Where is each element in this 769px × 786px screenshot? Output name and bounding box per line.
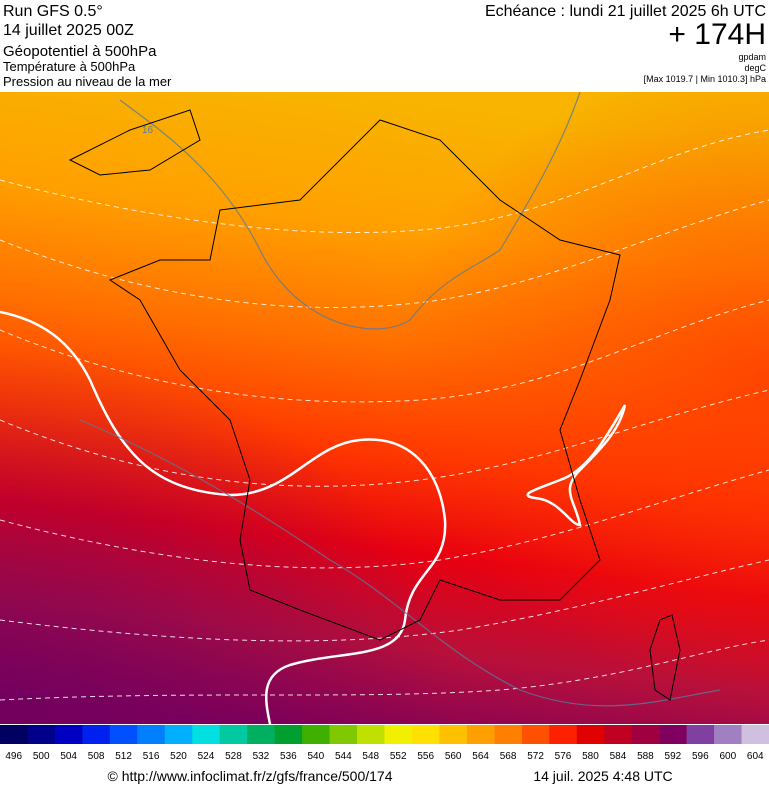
colorbar-swatch: [494, 725, 523, 744]
geopotential-contours: [0, 129, 769, 701]
pressure-isobars: [0, 310, 627, 725]
colorbar-swatch: [384, 725, 413, 744]
colorbar-swatch: [329, 725, 358, 744]
field: Géopotentiel à 500hPa: [3, 43, 157, 60]
header: Run GFS 0.5° 14 juillet 2025 00Z Géopote…: [3, 3, 767, 89]
colorbar-swatch: [411, 725, 440, 744]
colorbar-swatch: [549, 725, 578, 744]
colorbar-tick-label: 560: [445, 751, 462, 762]
colorbar-swatch: [466, 725, 495, 744]
colorbar-swatch: [631, 725, 660, 744]
source-url: © http://www.infoclimat.fr/z/gfs/france/…: [108, 768, 393, 784]
colorbar-swatch: [82, 725, 111, 744]
colorbar-tick-label: 552: [390, 751, 407, 762]
colorbar-swatch: [521, 725, 550, 744]
unit: gpdam: [738, 52, 766, 62]
colorbar-tick-label: 588: [637, 751, 654, 762]
colorbar-tick-label: 516: [143, 751, 160, 762]
colorbar-swatch: [0, 725, 28, 744]
colorbar-tick-label: 508: [88, 751, 105, 762]
pressure-range: [Max 1019.7 | Min 1010.3] hPa: [644, 74, 766, 84]
colorbar-swatch: [604, 725, 633, 744]
run: Run GFS 0.5°: [3, 3, 103, 20]
isotherms: [79, 91, 721, 707]
colorbar-tick-label: 556: [417, 751, 434, 762]
colorbar-tick-label: 580: [582, 751, 599, 762]
colorbar-swatch: [27, 725, 56, 744]
colorbar-swatch: [741, 725, 769, 744]
colorbar-tick-label: 564: [472, 751, 489, 762]
colorbar-tick-label: 540: [307, 751, 324, 762]
colorbar-swatch: [219, 725, 248, 744]
colorbar-swatch: [54, 725, 83, 744]
contour-label: 16: [142, 125, 154, 136]
lead-time: + 174H: [668, 18, 766, 51]
colorbar-swatch: [192, 725, 221, 744]
colorbar-swatch: [714, 725, 743, 744]
temperature-field-southwest: [0, 92, 769, 724]
valid-time: Echéance : lundi 21 juillet 2025 6h UTC: [485, 3, 766, 20]
timestamp: 14 juil. 2025 4:48 UTC: [533, 768, 672, 784]
colorbar-swatch: [576, 725, 605, 744]
colorbar-tick-label: 500: [33, 751, 50, 762]
colorbar-tick-label: 600: [719, 751, 736, 762]
colorbar-swatch: [302, 725, 331, 744]
map: 16: [0, 91, 769, 725]
colorbar-tick-label: 544: [335, 751, 352, 762]
colorbar-tick-label: 568: [500, 751, 517, 762]
france-outline: [108, 119, 621, 641]
colorbar-tick-label: 512: [115, 751, 132, 762]
colorbar-tick-label: 596: [692, 751, 709, 762]
colorbar-swatch: [439, 725, 468, 744]
colorbar-tick-label: 504: [60, 751, 77, 762]
colorbar-tick-label: 604: [747, 751, 764, 762]
colorbar-swatch: [109, 725, 138, 744]
field: Température à 500hPa: [3, 59, 136, 74]
header-background: [0, 0, 769, 92]
colorbar-swatch: [137, 725, 166, 744]
corsica: [649, 614, 681, 701]
colorbar-tick-label: 520: [170, 751, 187, 762]
colorbar-tick-label: 532: [253, 751, 270, 762]
colorbar-tick-label: 572: [527, 751, 544, 762]
colorbar-tick-label: 576: [555, 751, 572, 762]
uk-coast: [68, 109, 201, 176]
colorbar-swatch: [686, 725, 715, 744]
colorbar-swatch: [659, 725, 688, 744]
colorbar-tick-label: 548: [362, 751, 379, 762]
colorbar: 496 500 504 508 512 516 520 524 528 532 536 540 544 5…: [0, 725, 769, 762]
colorbar-tick-label: 496: [5, 751, 22, 762]
field: Pression au niveau de la mer: [3, 74, 172, 89]
colorbar-tick-label: 536: [280, 751, 297, 762]
colorbar-tick-label: 584: [610, 751, 627, 762]
colorbar-tick-label: 528: [225, 751, 242, 762]
colorbar-swatch: [247, 725, 276, 744]
run-date: 14 juillet 2025 00Z: [3, 22, 134, 39]
colorbar-swatch: [357, 725, 385, 744]
unit: degC: [744, 63, 766, 73]
colorbar-swatch: [274, 725, 303, 744]
colorbar-tick-label: 592: [665, 751, 682, 762]
colorbar-swatch: [164, 725, 193, 744]
colorbar-tick-label: 524: [198, 751, 215, 762]
